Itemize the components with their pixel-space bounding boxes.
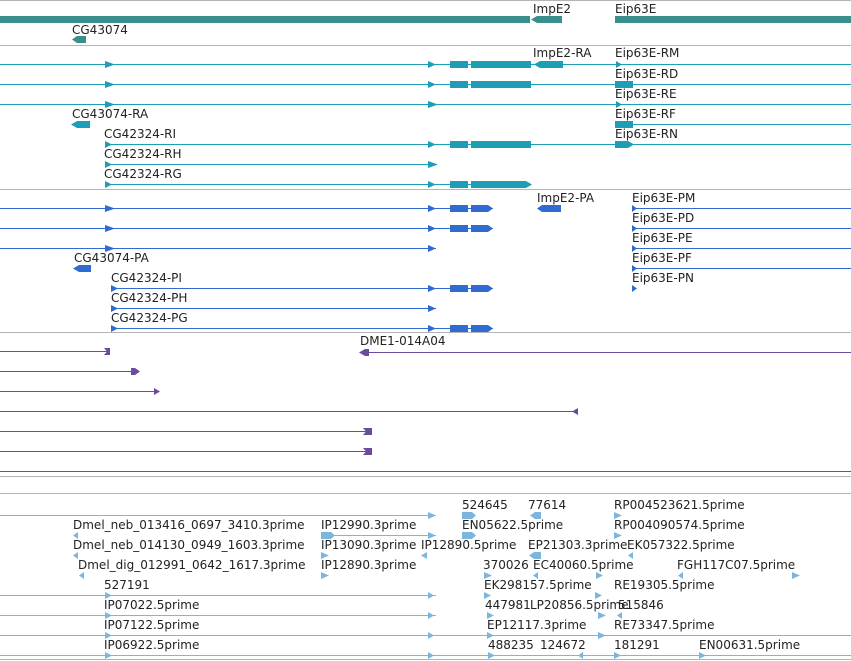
est-label: EP12117.3prime [487, 618, 586, 632]
est-label: IP12990.3prime [321, 518, 416, 532]
gene-feature-eip63e[interactable] [615, 16, 851, 23]
est-label: 515846 [618, 598, 664, 612]
protein-row[interactable] [0, 225, 851, 232]
est-row[interactable] [73, 552, 633, 559]
gene-feature-cg43074[interactable] [72, 36, 86, 43]
clone-row[interactable] [0, 408, 578, 415]
est-label: Dmel_neb_013416_0697_3410.3prime [73, 518, 305, 532]
est-track[interactable]: 524645 77614 RP004523621.5prime Dmel_neb… [0, 498, 851, 659]
protein-label: CG42324-PI [111, 271, 182, 285]
est-label: EK057322.5prime [627, 538, 735, 552]
protein-row[interactable] [111, 305, 436, 312]
transcript-row[interactable] [105, 161, 438, 168]
est-label: EC40060.5prime [533, 558, 634, 572]
transcript-label: CG42324-RI [104, 127, 176, 141]
est-label: 77614 [528, 498, 566, 512]
gene-track[interactable]: ImpE2 Eip63E CG43074 [0, 2, 851, 43]
est-label: EN00631.5prime [699, 638, 800, 652]
est-label: Dmel_neb_014130_0949_1603.3prime [73, 538, 305, 552]
transcript-label: Eip63E-RN [615, 127, 678, 141]
est-label: IP12890.5prime [421, 538, 516, 552]
transcript-track[interactable]: ImpE2-RA Eip63E-RM Eip63E-RD Eip63E-RE C… [0, 46, 851, 188]
est-label: 524645 [462, 498, 508, 512]
est-label: IP06922.5prime [104, 638, 199, 652]
clone-track[interactable]: DME1-014A04 [0, 334, 851, 472]
est-label: IP07122.5prime [104, 618, 199, 632]
est-row[interactable] [0, 632, 851, 639]
est-label: FGH117C07.5prime [677, 558, 795, 572]
gene-feature-impe2[interactable] [531, 16, 562, 23]
clone-label: DME1-014A04 [360, 334, 446, 348]
clone-row[interactable] [0, 428, 372, 435]
protein-label: CG42324-PH [111, 291, 187, 305]
est-label: RE19305.5prime [614, 578, 715, 592]
protein-label: Eip63E-PE [632, 231, 693, 245]
clone-row[interactable] [0, 388, 160, 395]
protein-label: ImpE2-PA [537, 191, 595, 205]
protein-label: Eip63E-PN [632, 271, 694, 285]
protein-label: Eip63E-PD [632, 211, 694, 225]
transcript-label: CG42324-RH [104, 147, 182, 161]
transcript-label: Eip63E-RF [615, 107, 676, 121]
est-label: LP20856.5prime [530, 598, 629, 612]
est-label: 527191 [104, 578, 150, 592]
transcript-row[interactable] [0, 81, 851, 88]
protein-label: Eip63E-PM [632, 191, 695, 205]
protein-label: CG42324-PG [111, 311, 188, 325]
protein-label: Eip63E-PF [632, 251, 692, 265]
transcript-row[interactable] [0, 61, 851, 68]
protein-row[interactable] [73, 265, 851, 272]
transcript-label: CG42324-RG [104, 167, 182, 181]
est-label: IP07022.5prime [104, 598, 199, 612]
clone-row[interactable] [0, 348, 851, 356]
protein-row[interactable] [111, 285, 637, 292]
protein-row[interactable] [0, 245, 851, 252]
gene-label: Eip63E [615, 2, 656, 16]
est-label: EP21303.3prime [528, 538, 627, 552]
transcript-label: Eip63E-RD [615, 67, 678, 81]
clone-row[interactable] [0, 448, 372, 455]
est-label: EK298157.5prime [484, 578, 592, 592]
est-row[interactable] [0, 612, 622, 619]
est-label: Dmel_dig_012991_0642_1617.3prime [78, 558, 306, 572]
gene-label: CG43074 [72, 23, 128, 37]
est-label: 370026 [483, 558, 529, 572]
est-label: EN05622.5prime [462, 518, 563, 532]
est-row[interactable] [73, 532, 622, 539]
est-label: 124672 [540, 638, 586, 652]
est-label: 447981 [485, 598, 531, 612]
est-row[interactable] [0, 512, 622, 519]
est-row[interactable] [0, 592, 602, 599]
protein-track[interactable]: ImpE2-PA Eip63E-PM Eip63E-PD Eip63E-PE C… [0, 191, 851, 332]
protein-row[interactable] [111, 325, 493, 332]
transcript-label: ImpE2-RA [533, 46, 592, 60]
est-row[interactable] [79, 572, 800, 579]
est-label: 181291 [614, 638, 660, 652]
gene-feature[interactable] [0, 16, 530, 23]
transcript-label: Eip63E-RM [615, 46, 679, 60]
transcript-row[interactable] [105, 141, 851, 148]
est-label: RE73347.5prime [614, 618, 715, 632]
protein-row[interactable] [0, 205, 851, 212]
transcript-label: CG43074-RA [72, 107, 149, 121]
est-row[interactable] [0, 652, 851, 659]
est-label: IP12890.3prime [321, 558, 416, 572]
est-label: IP13090.3prime [321, 538, 416, 552]
protein-label: CG43074-PA [74, 251, 150, 265]
gene-label: ImpE2 [533, 2, 571, 16]
est-label: RP004090574.5prime [614, 518, 745, 532]
est-label: 488235 [488, 638, 534, 652]
transcript-row[interactable] [0, 101, 851, 108]
transcript-label: Eip63E-RE [615, 87, 677, 101]
est-label: RP004523621.5prime [614, 498, 745, 512]
clone-row[interactable] [0, 368, 140, 375]
transcript-row[interactable] [105, 181, 532, 188]
transcript-row[interactable] [71, 121, 851, 128]
